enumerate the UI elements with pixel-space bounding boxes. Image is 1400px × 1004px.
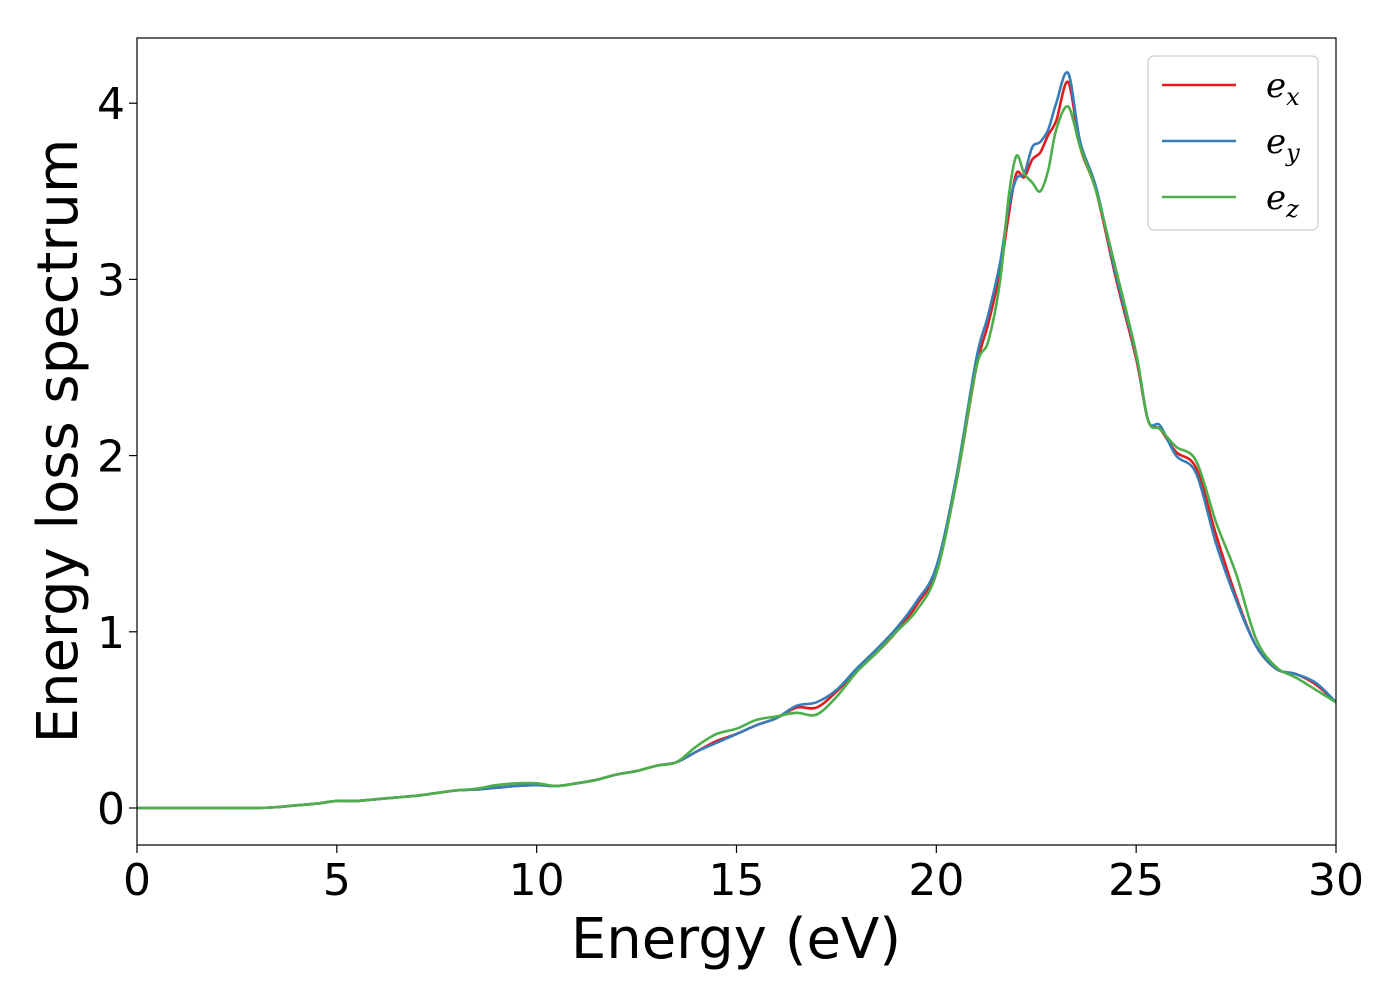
legend-label-y: ey (1266, 122, 1300, 167)
plot-area (137, 70, 1336, 810)
y-tick-label: 0 (97, 784, 125, 835)
y-axis-title: Energy loss spectrum (26, 139, 91, 744)
x-tick-label: 10 (509, 855, 565, 906)
x-tick-label: 0 (123, 855, 151, 906)
x-tick-label: 5 (323, 855, 351, 906)
y-tick-label: 3 (97, 255, 125, 306)
y-tick-label: 4 (97, 79, 125, 130)
y-tick-label: 2 (97, 432, 125, 483)
x-tick-label: 25 (1108, 855, 1164, 906)
legend: ex ey ez (1147, 55, 1319, 231)
y-tick-label: 1 (97, 608, 125, 659)
legend-label-x: ex (1266, 66, 1300, 111)
x-tick-label: 15 (709, 855, 765, 906)
x-tick-label: 20 (908, 855, 964, 906)
x-tick-label: 30 (1308, 855, 1364, 906)
axes: 0 5 10 15 20 25 30 0 1 2 3 4 (97, 37, 1364, 906)
legend-label-z: ez (1266, 178, 1299, 223)
series-line-z (137, 105, 1336, 810)
legend-box (1147, 55, 1319, 231)
x-axis-title: Energy (eV) (571, 907, 901, 972)
